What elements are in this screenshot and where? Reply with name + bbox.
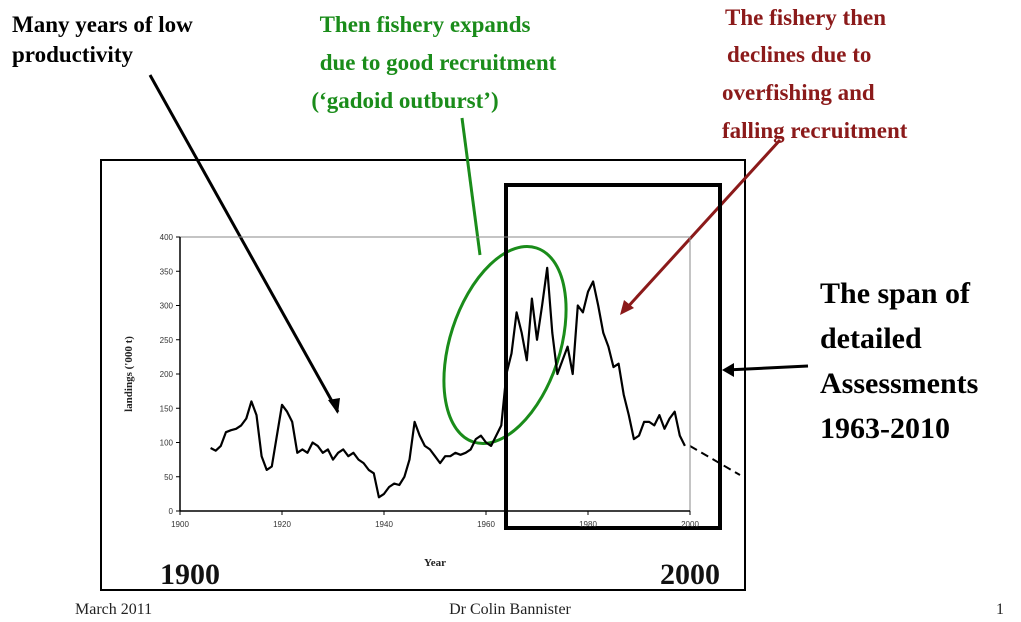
- y-tick-label: 200: [160, 370, 174, 379]
- annotation-low: Many years of low productivity: [12, 12, 193, 67]
- span-box: [504, 183, 722, 530]
- arrow: [148, 74, 340, 413]
- annotation-line: declines due to: [727, 42, 871, 67]
- footer-author: Dr Colin Bannister: [449, 601, 571, 618]
- footer-page: 1: [996, 601, 1004, 618]
- x-tick-label: 1920: [273, 520, 291, 529]
- chart-frame: [100, 159, 746, 591]
- annotation-line: 1963-2010: [820, 412, 950, 445]
- y-tick-label: 350: [160, 267, 174, 276]
- annotation-line: Assessments: [820, 367, 978, 400]
- x-tick-label: 1940: [375, 520, 393, 529]
- annotation-line: (‘gadoid outburst’): [311, 88, 498, 113]
- plot: 0 50 100 150 200 250 300 350 400 1900 1920 1940 1960…: [160, 233, 700, 529]
- period-label: 2000: [660, 558, 720, 591]
- y-tick-label: 150: [160, 404, 174, 413]
- projection-dash: [689, 445, 741, 476]
- x-tick-label: 2000: [681, 520, 699, 529]
- period-label: 1900: [160, 558, 220, 591]
- y-tick-label: 0: [169, 507, 174, 516]
- annotation-line: The fishery then: [725, 5, 886, 30]
- annotation-line: detailed: [820, 322, 922, 355]
- arrow: [725, 364, 809, 372]
- annotation-line: due to good recruitment: [320, 50, 557, 75]
- annotation-span: The span of detailed Assessments 1963-20…: [820, 277, 978, 445]
- x-tick-label: 1960: [477, 520, 495, 529]
- y-tick-label: 100: [160, 439, 174, 448]
- annotation-line: falling recruitment: [722, 118, 908, 143]
- annotation-decline: The fishery then declines due to overfis…: [722, 5, 908, 143]
- arrow-head: [328, 398, 340, 414]
- annotation-line: overfishing and: [722, 80, 875, 105]
- y-tick-label: 300: [160, 302, 174, 311]
- y-tick-label: 250: [160, 336, 174, 345]
- arrow-head: [620, 300, 634, 315]
- annotation-line: productivity: [12, 42, 133, 67]
- y-axis-label: landings ('000 t): [123, 336, 135, 412]
- annotation-line: Then fishery expands: [320, 12, 531, 37]
- annotation-line: The span of: [820, 277, 971, 310]
- annotation-expand: Then fishery expands due to good recruit…: [311, 12, 556, 113]
- footer-date: March 2011: [75, 601, 152, 618]
- arrow-head: [722, 363, 734, 377]
- annotation-line: Many years of low: [12, 12, 193, 37]
- x-axis-label: Year: [424, 557, 446, 569]
- arrow: [460, 117, 482, 256]
- y-tick-label: 400: [160, 233, 174, 242]
- landings-line: [210, 266, 686, 499]
- y-tick-label: 50: [164, 473, 173, 482]
- x-tick-label: 1900: [171, 520, 189, 529]
- x-tick-label: 1980: [579, 520, 597, 529]
- arrow: [623, 138, 782, 312]
